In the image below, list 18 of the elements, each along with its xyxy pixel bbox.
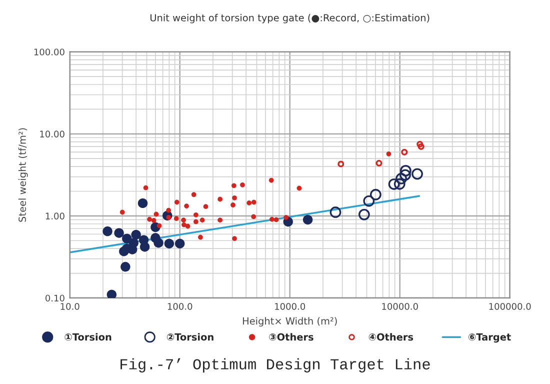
x-tick-label: 1000.0 xyxy=(275,303,306,310)
y-tick-label: 10.00 xyxy=(40,130,64,138)
x-tick-label: 10.0 xyxy=(60,303,80,310)
legend-label: ⑥Target xyxy=(468,333,511,343)
y-axis-title: Steel weight (tf/m²) xyxy=(18,128,28,222)
legend-label: ①Torsion xyxy=(64,333,112,341)
x-tick-label: 10000.0 xyxy=(382,303,418,310)
y-tick-label: 100.00 xyxy=(34,48,64,56)
y-tick-label: 1.00 xyxy=(46,212,64,220)
x-tick-label: 100000.0 xyxy=(489,303,531,310)
chart-title: Unit weight of torsion type gate (●:Record, ○:Estimation) xyxy=(150,14,430,24)
legend-label: ③Others xyxy=(269,333,314,341)
text: Fig.-7’ Optimum Design Target Line xyxy=(120,358,430,372)
legend-label: ②Torsion xyxy=(166,333,214,341)
y-tick-label: 0.10 xyxy=(45,294,64,302)
legend-label: ④Others xyxy=(368,333,414,341)
x-tick-label: 100.0 xyxy=(168,303,192,310)
x-axis-title: Height× Width (m²) xyxy=(242,317,337,327)
